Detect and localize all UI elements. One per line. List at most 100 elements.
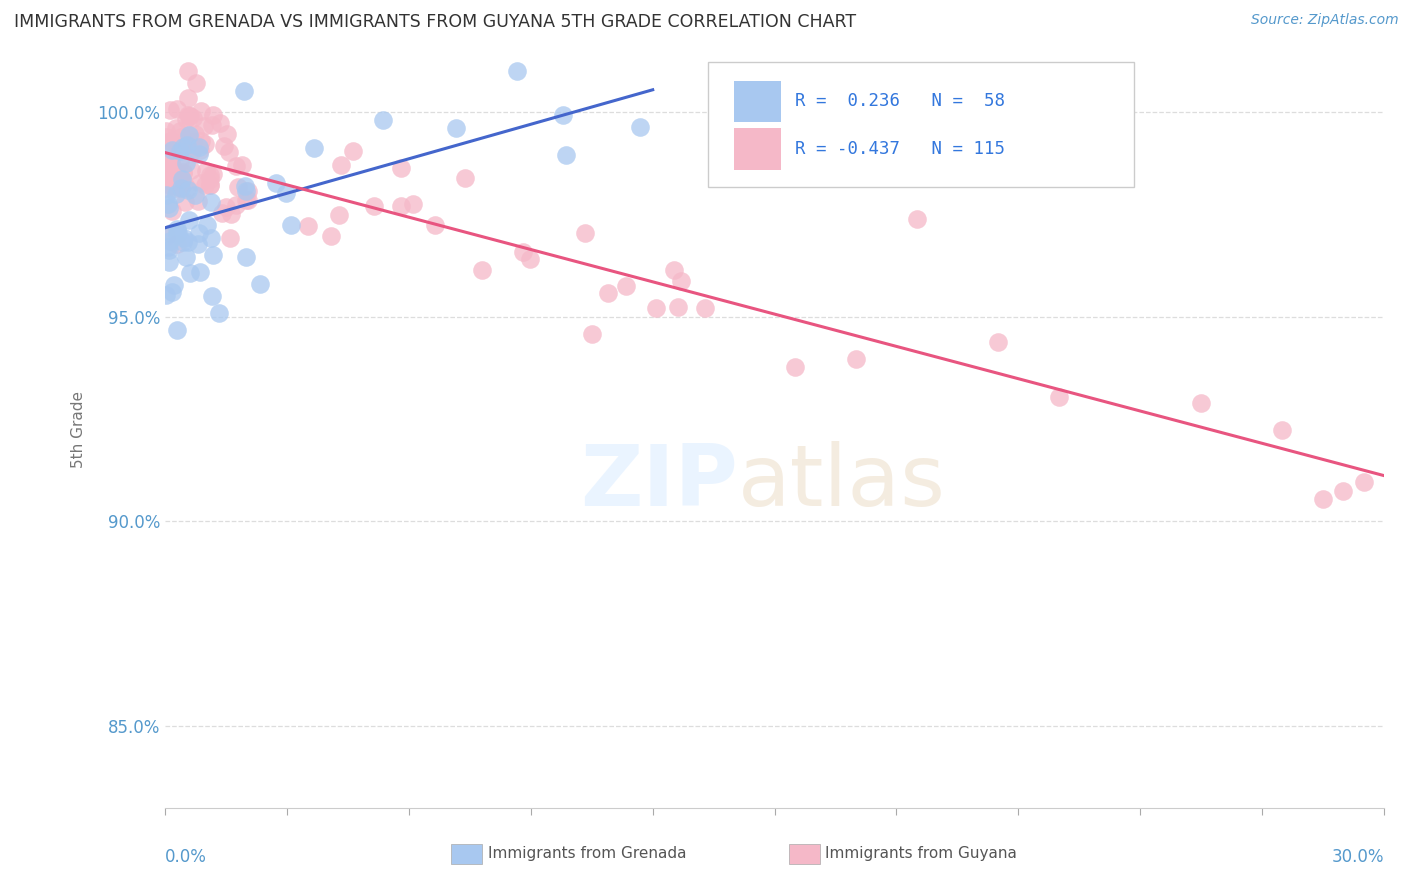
Point [188, 146, 211, 161]
Point [167, 180, 190, 194]
Point [177, 183, 200, 197]
Point [212, 139, 235, 153]
Point [202, 167, 225, 181]
Point [169, 153, 191, 168]
Point [208, 116, 231, 130]
Point [200, 195, 222, 210]
Point [664, 263, 686, 277]
Point [157, 175, 180, 189]
Text: R = -0.437   N = 115: R = -0.437 N = 115 [796, 140, 1005, 158]
Point [280, 218, 302, 232]
Point [236, 184, 259, 198]
Point [172, 235, 194, 249]
Point [391, 199, 413, 213]
Point [177, 91, 200, 105]
Point [160, 167, 183, 181]
Point [187, 227, 209, 241]
Point [628, 120, 651, 135]
Point [159, 135, 181, 149]
Point [177, 64, 200, 78]
Point [276, 186, 298, 200]
Point [235, 193, 257, 207]
Point [200, 119, 222, 133]
Point [215, 200, 238, 214]
Point [235, 184, 257, 198]
Point [195, 218, 218, 232]
Point [211, 205, 233, 219]
Point [1047, 390, 1070, 404]
Point [198, 178, 221, 193]
Point [179, 109, 201, 123]
Point [200, 178, 222, 193]
Point [512, 244, 534, 259]
Point [174, 112, 197, 127]
Point [163, 161, 186, 176]
Point [188, 144, 211, 158]
Point [181, 141, 204, 155]
Point [783, 360, 806, 375]
Point [194, 178, 217, 193]
Point [179, 109, 201, 123]
Point [219, 207, 242, 221]
Point [181, 135, 204, 149]
Point [231, 158, 253, 172]
Point [187, 236, 209, 251]
Text: ZIP: ZIP [581, 441, 738, 524]
Point [581, 327, 603, 342]
Point [180, 163, 202, 178]
Point [166, 102, 188, 116]
Point [159, 134, 181, 148]
Point [202, 248, 225, 262]
Point [173, 231, 195, 245]
Point [454, 171, 477, 186]
Point [157, 161, 180, 175]
Point [155, 229, 177, 244]
Point [166, 237, 188, 252]
Point [184, 187, 207, 202]
Point [190, 104, 212, 119]
Point [166, 323, 188, 337]
Text: R =  0.236   N =  58: R = 0.236 N = 58 [796, 93, 1005, 111]
Point [162, 143, 184, 157]
Point [179, 138, 201, 153]
Point [155, 157, 177, 171]
Point [389, 161, 412, 176]
Point [176, 180, 198, 194]
Point [157, 243, 180, 257]
Y-axis label: 5th Grade: 5th Grade [72, 391, 86, 467]
Point [194, 137, 217, 152]
Point [166, 169, 188, 184]
Text: 0.0%: 0.0% [166, 847, 207, 866]
Point [506, 64, 529, 78]
Point [328, 208, 350, 222]
Point [162, 171, 184, 186]
Point [177, 128, 200, 142]
Point [156, 197, 179, 211]
Point [555, 148, 578, 162]
Bar [734, 80, 780, 122]
Text: 30.0%: 30.0% [1331, 847, 1384, 866]
Text: IMMIGRANTS FROM GRENADA VS IMMIGRANTS FROM GUYANA 5TH GRADE CORRELATION CHART: IMMIGRANTS FROM GRENADA VS IMMIGRANTS FR… [14, 13, 856, 31]
Point [188, 265, 211, 279]
Point [198, 172, 221, 186]
Point [177, 108, 200, 122]
Point [304, 140, 326, 154]
Point [159, 226, 181, 240]
Point [200, 168, 222, 182]
Point [176, 235, 198, 249]
Point [363, 199, 385, 213]
Point [195, 164, 218, 178]
Point [160, 203, 183, 218]
Point [193, 119, 215, 133]
Point [166, 222, 188, 236]
Point [157, 171, 180, 186]
Bar [734, 128, 780, 169]
Point [172, 140, 194, 154]
Point [1312, 492, 1334, 507]
Point [159, 178, 181, 193]
Point [187, 194, 209, 208]
Point [174, 155, 197, 169]
Point [236, 193, 259, 207]
Point [174, 195, 197, 210]
Point [163, 278, 186, 293]
